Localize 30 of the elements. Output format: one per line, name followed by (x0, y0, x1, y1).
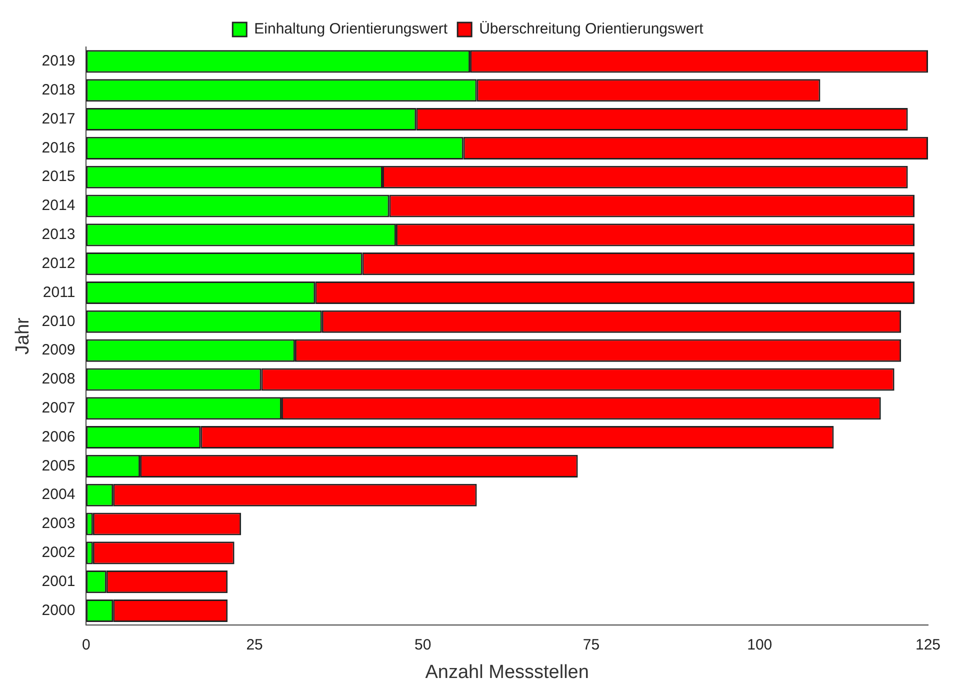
y-tick-label: 2007 (42, 400, 76, 417)
y-tick-label: 2008 (42, 370, 76, 388)
y-tick-label: 2014 (42, 197, 76, 214)
y-tick-label: 2006 (42, 428, 76, 446)
y-tick-label: 2004 (42, 486, 76, 504)
x-tick-label: 75 (582, 636, 600, 654)
y-tick-label: 2009 (42, 342, 76, 359)
y-tick-label: 2001 (42, 572, 76, 590)
y-axis-title: Jahr (12, 316, 34, 355)
x-tick-label: 0 (82, 636, 90, 654)
y-tick-label: 2019 (42, 52, 76, 70)
y-tick-label: 2016 (42, 139, 76, 156)
x-tick-label: 25 (246, 636, 263, 654)
x-tick-label: 125 (915, 636, 941, 654)
legend-label: Einhaltung Orientierungswert (254, 20, 448, 38)
x-tick-label: 50 (414, 636, 432, 654)
x-axis-title: Anzahl Messstellen (425, 662, 589, 683)
y-tick-label: 2003 (42, 515, 76, 532)
y-tick-label: 2018 (42, 82, 76, 99)
y-tick-label: 2005 (42, 457, 76, 474)
y-tick-label: 2015 (42, 168, 76, 186)
y-tick-label: 2012 (42, 254, 76, 272)
y-tick-label: 2002 (42, 544, 76, 562)
y-tick-label: 2017 (42, 110, 76, 128)
legend-label: Überschreitung Orientierungswert (479, 20, 704, 38)
y-tick-label: 2013 (42, 226, 76, 244)
y-tick-label: 2000 (42, 602, 76, 619)
y-tick-label: 2011 (42, 284, 76, 301)
y-tick-label: 2010 (42, 312, 76, 330)
x-tick-label: 100 (747, 636, 772, 654)
